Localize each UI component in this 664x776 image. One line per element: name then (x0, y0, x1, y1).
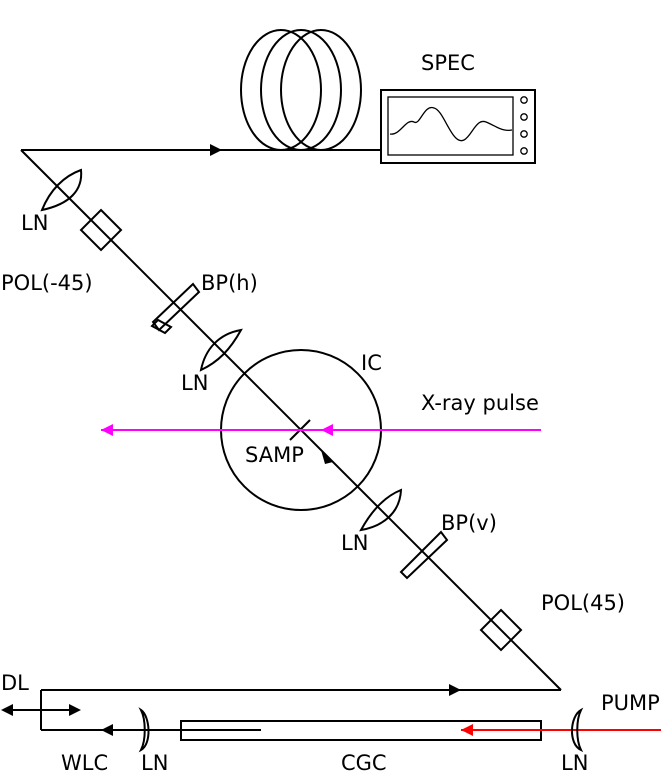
pol-minus45-label: POL(-45) (1, 271, 93, 295)
lens-wlc (138, 707, 150, 753)
wlc-beam-arrow (101, 724, 113, 736)
xray-pulse-label: X-ray pulse (421, 391, 539, 415)
ln-pump-label: LN (561, 751, 588, 775)
spec-label: SPEC (421, 51, 475, 75)
lens-upper (199, 328, 243, 372)
output-beam-arrow (210, 144, 222, 156)
delay-beam-arrow (449, 684, 461, 696)
lens-pump (571, 707, 584, 753)
ln-upper-label: LN (181, 371, 208, 395)
delay-stage-arrow (1, 704, 81, 716)
samp-label: SAMP (245, 443, 304, 467)
pump-label: PUMP (601, 691, 660, 715)
polarizer-45 (479, 608, 523, 652)
ln-top-label: LN (21, 211, 48, 235)
lens-lower (359, 488, 403, 532)
diagonal-beam (20, 149, 562, 691)
bp-v-label: BP(v) (441, 511, 497, 535)
polarizer-minus45 (79, 208, 123, 252)
wlc-label: WLC (61, 751, 108, 775)
bandpass-h (150, 282, 201, 335)
bandpass-v (399, 530, 449, 580)
xray-pulse-beam (101, 424, 541, 436)
ln-lower-label: LN (341, 531, 368, 555)
cgc-label: CGC (341, 751, 387, 775)
spectrometer-icon (380, 89, 536, 164)
ln-wlc-label: LN (141, 751, 168, 775)
dl-label: DL (1, 671, 29, 695)
pump-beam (461, 724, 661, 736)
probe-direction-arrow (321, 450, 333, 464)
lens-top (40, 168, 83, 212)
bp-h-label: BP(h) (201, 271, 258, 295)
ic-label: IC (361, 351, 382, 375)
pol-45-label: POL(45) (541, 591, 625, 615)
fiber-coil (240, 29, 362, 151)
